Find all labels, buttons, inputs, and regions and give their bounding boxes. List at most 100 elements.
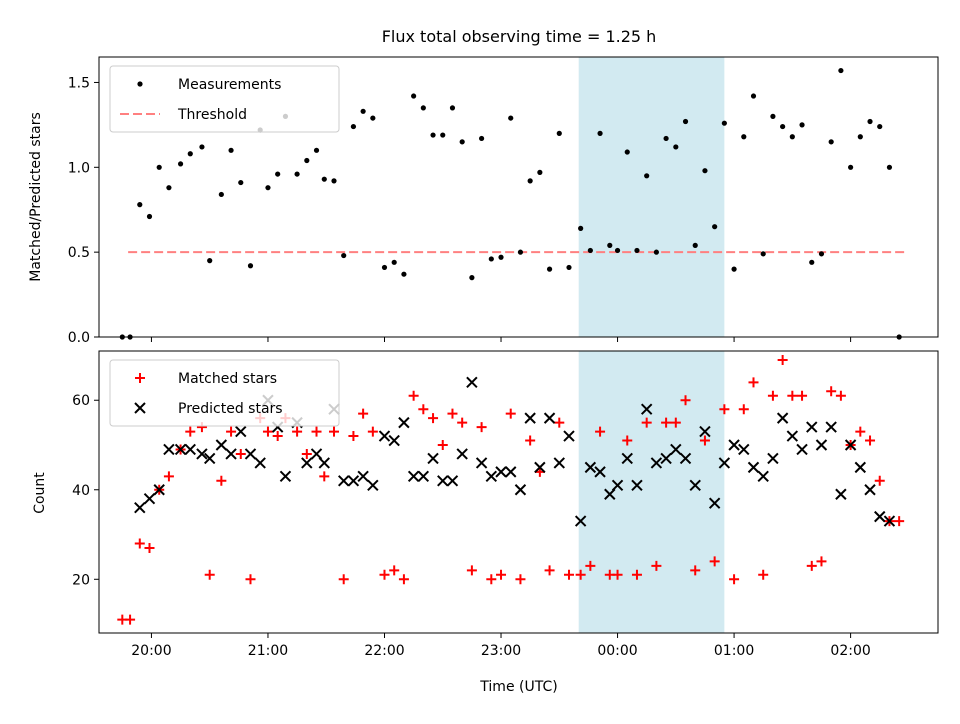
matched-stars-point bbox=[476, 422, 487, 433]
measurement-point bbox=[731, 266, 737, 272]
axes-frame bbox=[98, 56, 939, 338]
predicted-stars-point bbox=[660, 452, 672, 465]
chart-title: Flux total observing time = 1.25 h bbox=[382, 27, 657, 46]
predicted-stars-point bbox=[883, 515, 896, 527]
matched-stars-point bbox=[505, 408, 516, 419]
predicted-stars-point bbox=[835, 488, 847, 500]
predicted-stars-point bbox=[604, 488, 616, 500]
x-tick-label: 00:00 bbox=[597, 643, 637, 659]
measurement-point bbox=[488, 256, 494, 262]
measurement-point bbox=[578, 225, 584, 231]
x-tick-label: 02:00 bbox=[830, 643, 870, 659]
predicted-stars-point bbox=[874, 510, 886, 523]
predicted-stars-point bbox=[437, 475, 449, 487]
matched-stars-point bbox=[835, 390, 846, 401]
predicted-stars-point bbox=[806, 421, 818, 433]
measurement-point bbox=[156, 164, 162, 170]
measurement-point bbox=[867, 118, 873, 125]
measurement-point bbox=[828, 139, 834, 145]
matched-stars-point bbox=[729, 574, 740, 585]
matched-stars-point bbox=[544, 565, 555, 576]
predicted-stars-point bbox=[279, 470, 292, 483]
predicted-stars-point bbox=[153, 484, 165, 496]
panel-top: 0.0 0.5 1.0 1.5 Measurements Threshold bbox=[68, 56, 939, 346]
predicted-stars-point bbox=[757, 470, 769, 483]
matched-stars-point bbox=[311, 426, 322, 437]
matched-stars-point bbox=[272, 431, 283, 442]
measurement-point bbox=[304, 157, 310, 164]
x-tick-label: 21:00 bbox=[248, 643, 288, 659]
predicted-stars-point bbox=[417, 470, 430, 483]
matched-stars-point bbox=[319, 471, 330, 482]
measurement-point bbox=[789, 134, 795, 140]
predicted-stars-point bbox=[679, 452, 692, 465]
matched-stars-point bbox=[466, 565, 477, 576]
predicted-stars-point bbox=[670, 443, 682, 456]
matched-stars-point bbox=[699, 435, 710, 446]
matched-stars-point bbox=[338, 574, 349, 585]
matched-stars-point bbox=[245, 574, 256, 585]
y-tick-label: 60 bbox=[72, 393, 90, 409]
predicted-stars-point bbox=[338, 475, 350, 487]
matched-stars-point bbox=[575, 569, 586, 580]
y-tick-label: 0.0 bbox=[68, 330, 90, 346]
measurement-point bbox=[199, 144, 205, 150]
measurement-point bbox=[886, 164, 893, 170]
predicted-stars-point bbox=[196, 448, 208, 460]
predicted-stars-point bbox=[244, 448, 257, 460]
x-tick-label: 23:00 bbox=[481, 643, 521, 659]
y-tick-label: 40 bbox=[72, 483, 90, 499]
measurement-point bbox=[673, 144, 679, 150]
predicted-stars-point bbox=[825, 421, 837, 433]
matched-stars-point bbox=[767, 390, 778, 401]
measurement-point bbox=[166, 185, 172, 191]
measurement-point bbox=[607, 242, 613, 248]
predicted-stars-point bbox=[357, 470, 369, 483]
matched-stars-point bbox=[486, 574, 497, 585]
predicted-stars-point bbox=[553, 457, 565, 469]
measurement-point bbox=[331, 178, 337, 184]
matched-stars-point bbox=[216, 475, 227, 486]
x-axis-label: Time (UTC) bbox=[479, 679, 557, 695]
measurement-point bbox=[228, 147, 234, 153]
predicted-stars-point bbox=[767, 452, 779, 465]
predicted-stars-point bbox=[543, 412, 556, 424]
measurement-point bbox=[597, 130, 603, 136]
predicted-stars-point bbox=[163, 443, 175, 456]
predicted-stars-point bbox=[864, 484, 876, 496]
predicted-stars-point bbox=[505, 466, 517, 478]
matched-stars-point bbox=[777, 354, 788, 365]
predicted-stars-point bbox=[699, 425, 711, 438]
measurement-point bbox=[370, 115, 376, 121]
x-tick-label: 22:00 bbox=[364, 643, 404, 659]
matched-stars-point bbox=[496, 569, 507, 580]
measurement-point bbox=[721, 120, 727, 126]
predicted-stars-point bbox=[534, 461, 546, 474]
measurement-point bbox=[653, 249, 659, 255]
predicted-stars-point bbox=[514, 484, 527, 496]
matched-stars-point bbox=[670, 417, 681, 428]
predicted-stars-point bbox=[398, 416, 410, 429]
predicted-stars-point bbox=[650, 457, 663, 469]
x-tick-label: 20:00 bbox=[131, 643, 171, 659]
measurement-point bbox=[663, 135, 669, 142]
predicted-stars-point bbox=[738, 443, 750, 456]
predicted-stars-point bbox=[378, 430, 391, 442]
measurement-point bbox=[614, 247, 621, 254]
measurement-point bbox=[247, 263, 254, 269]
predicted-stars-point bbox=[594, 466, 606, 478]
measurement-point bbox=[712, 224, 718, 230]
measurement-point bbox=[760, 251, 766, 257]
matched-stars-point bbox=[457, 417, 468, 428]
measurement-point bbox=[799, 122, 805, 128]
measurement-point bbox=[146, 213, 153, 220]
matched-stars-point bbox=[651, 560, 662, 571]
predicted-stars-point bbox=[347, 475, 360, 487]
measurement-point bbox=[449, 105, 456, 111]
y-tick-label: 0.5 bbox=[68, 245, 90, 261]
predicted-stars-point bbox=[584, 461, 597, 474]
predicted-stars-point bbox=[388, 434, 400, 447]
matched-stars-point bbox=[855, 426, 866, 437]
measurement-point bbox=[420, 105, 426, 111]
measurement-point bbox=[566, 264, 572, 271]
